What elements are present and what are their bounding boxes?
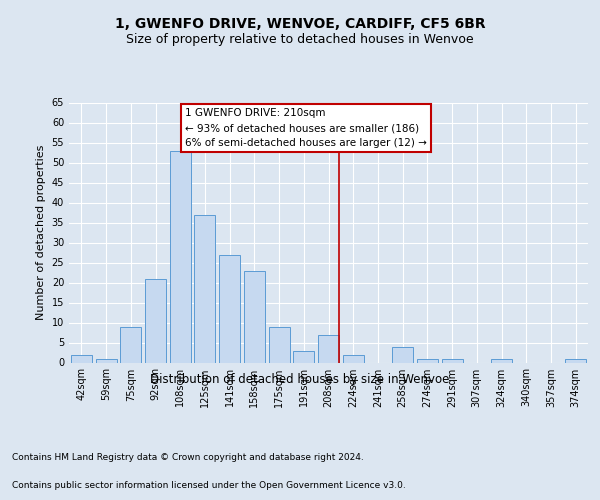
Bar: [417, 358, 438, 362]
Bar: [244, 270, 265, 362]
Bar: [392, 346, 413, 362]
Bar: [219, 254, 240, 362]
Bar: [194, 214, 215, 362]
Bar: [120, 326, 141, 362]
Text: Contains public sector information licensed under the Open Government Licence v3: Contains public sector information licen…: [12, 481, 406, 490]
Bar: [145, 278, 166, 362]
Text: Contains HM Land Registry data © Crown copyright and database right 2024.: Contains HM Land Registry data © Crown c…: [12, 454, 364, 462]
Text: 1, GWENFO DRIVE, WENVOE, CARDIFF, CF5 6BR: 1, GWENFO DRIVE, WENVOE, CARDIFF, CF5 6B…: [115, 18, 485, 32]
Bar: [293, 350, 314, 362]
Bar: [343, 354, 364, 362]
Bar: [95, 358, 116, 362]
Bar: [318, 334, 339, 362]
Bar: [491, 358, 512, 362]
Bar: [71, 354, 92, 362]
Text: 1 GWENFO DRIVE: 210sqm
← 93% of detached houses are smaller (186)
6% of semi-det: 1 GWENFO DRIVE: 210sqm ← 93% of detached…: [185, 108, 427, 148]
Y-axis label: Number of detached properties: Number of detached properties: [36, 145, 46, 320]
Bar: [565, 358, 586, 362]
Bar: [269, 326, 290, 362]
Bar: [442, 358, 463, 362]
Text: Size of property relative to detached houses in Wenvoe: Size of property relative to detached ho…: [126, 32, 474, 46]
Bar: [170, 150, 191, 362]
Text: Distribution of detached houses by size in Wenvoe: Distribution of detached houses by size …: [151, 372, 449, 386]
